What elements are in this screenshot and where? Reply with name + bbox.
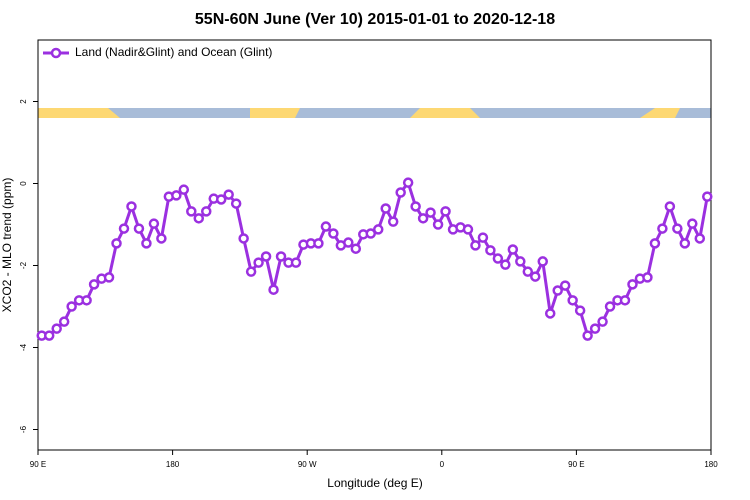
data-point: [440, 206, 451, 217]
data-point: [522, 266, 534, 277]
data-point: [470, 240, 481, 251]
data-point: [559, 280, 571, 291]
x-axis-label: Longitude (deg E): [327, 476, 422, 490]
data-point: [201, 206, 212, 217]
data-point: [103, 272, 115, 283]
data-point: [141, 238, 152, 249]
data-point: [597, 316, 608, 327]
y-tick-label: -2: [19, 261, 28, 269]
data-point: [51, 323, 62, 334]
data-point: [582, 330, 593, 341]
map-strip: [38, 108, 711, 118]
data-point: [350, 243, 362, 254]
data-point: [694, 233, 706, 244]
data-point: [530, 271, 541, 282]
data-point: [432, 219, 444, 230]
data-point: [193, 213, 205, 224]
data-point: [544, 308, 556, 319]
data-point: [649, 238, 661, 249]
data-point: [574, 305, 586, 316]
data-point: [111, 238, 122, 249]
data-point: [417, 213, 429, 224]
data-point: [657, 223, 668, 234]
data-point: [664, 201, 676, 212]
data-point: [320, 221, 332, 232]
data-point: [672, 223, 683, 234]
data-point: [133, 223, 145, 234]
data-point: [118, 223, 130, 234]
data-point: [619, 295, 631, 306]
data-point: [507, 244, 519, 255]
data-point: [679, 238, 691, 249]
data-point: [365, 228, 377, 239]
plot-frame: [37, 39, 712, 451]
data-point: [223, 189, 234, 200]
data-point: [126, 201, 137, 212]
legend-marker: [50, 47, 62, 59]
x-tick-label: 180: [166, 460, 180, 469]
data-point: [238, 233, 249, 244]
data-point: [492, 253, 504, 264]
data-point: [88, 279, 100, 290]
data-point: [380, 203, 391, 214]
data-point: [58, 316, 70, 327]
data-point: [215, 194, 227, 205]
data-point: [171, 190, 182, 201]
data-point: [372, 224, 384, 235]
data-point: [604, 301, 616, 312]
series-line: [41, 179, 709, 339]
data-point: [395, 187, 406, 198]
data-point: [268, 284, 279, 295]
data-point: [328, 228, 339, 239]
data-point: [253, 257, 264, 268]
x-tick-label: 180: [704, 460, 718, 469]
data-point: [81, 295, 92, 306]
data-point: [702, 191, 713, 202]
data-point: [178, 184, 190, 195]
data-point: [156, 233, 167, 244]
data-point: [43, 330, 55, 341]
data-point: [500, 259, 511, 270]
data-point: [186, 206, 197, 217]
y-tick-label: 2: [19, 99, 28, 104]
x-tick-label: 90 E: [30, 460, 46, 469]
data-point: [148, 218, 160, 229]
data-point: [537, 256, 548, 267]
x-tick-label: 90 W: [298, 460, 317, 469]
data-point: [642, 272, 653, 283]
data-point: [230, 198, 242, 209]
data-point: [343, 237, 354, 248]
data-point: [567, 295, 578, 306]
data-point: [589, 323, 601, 334]
x-tick-label: 90 E: [568, 460, 584, 469]
data-point: [260, 251, 272, 262]
data-point: [245, 266, 257, 277]
y-tick-label: -6: [19, 425, 28, 433]
data-point: [402, 177, 414, 188]
data-point: [552, 285, 563, 296]
data-point: [66, 301, 77, 312]
data-point: [627, 279, 638, 290]
data-point: [387, 216, 399, 227]
data-point: [275, 251, 287, 262]
data-point: [313, 238, 324, 249]
data-point: [477, 232, 489, 243]
y-axis-label: XCO2 - MLO trend (ppm): [0, 178, 14, 313]
data-point: [515, 256, 526, 267]
data-point: [462, 224, 474, 235]
data-point: [687, 218, 698, 229]
legend-label: Land (Nadir&Glint) and Ocean (Glint): [75, 45, 272, 59]
data-point: [410, 201, 421, 212]
y-tick-label: 0: [19, 181, 28, 186]
x-tick-label: 0: [440, 460, 445, 469]
data-point: [425, 207, 436, 218]
data-point: [290, 257, 302, 268]
data-point: [485, 245, 496, 256]
y-tick-label: -4: [19, 343, 28, 351]
chart-title: 55N-60N June (Ver 10) 2015-01-01 to 2020…: [195, 11, 555, 28]
